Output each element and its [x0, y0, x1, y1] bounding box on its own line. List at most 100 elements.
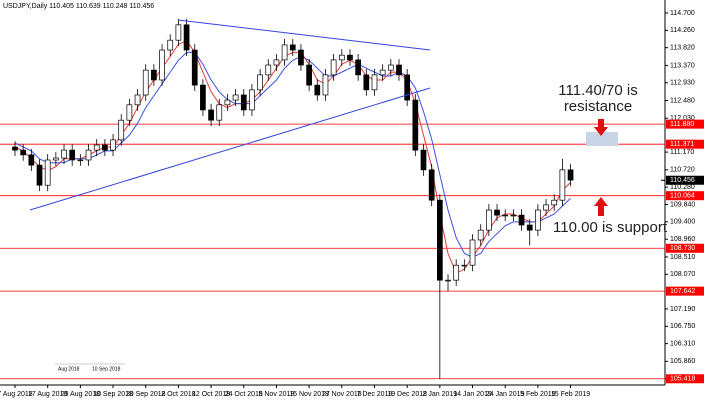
- y-tick-label: 112.480: [670, 97, 695, 104]
- candle-body: [526, 224, 533, 231]
- candle-body: [265, 64, 272, 76]
- x-tick-label: 24 Oct 2018: [225, 391, 263, 398]
- y-tick-label: 110.280: [670, 184, 695, 191]
- candle-body: [110, 139, 116, 151]
- x-tick-label: 14 Jan 2019: [453, 391, 492, 398]
- candle-body: [93, 144, 100, 151]
- candle-body: [289, 44, 296, 51]
- candle-body: [134, 94, 141, 106]
- candle-body: [461, 264, 468, 267]
- level-tag: [666, 374, 704, 384]
- level-tag: [666, 243, 704, 253]
- candle-body: [436, 199, 443, 281]
- candle-body: [387, 64, 394, 71]
- candle-body: [200, 84, 206, 111]
- x-tick-label: 17 Aug 2018: [28, 391, 67, 398]
- x-tick-label: 10 Sep 2018: [93, 391, 133, 398]
- up-arrow: [594, 197, 608, 216]
- candle-body: [477, 229, 484, 241]
- level-label: 110.064: [670, 193, 695, 200]
- candle-body: [486, 209, 492, 231]
- candle-body: [559, 169, 566, 201]
- candle-body: [363, 74, 370, 91]
- annotation: 110.00 is support: [553, 219, 668, 236]
- trendline: [177, 19, 431, 51]
- y-tick-label: 111.170: [670, 149, 694, 156]
- candle-body: [118, 119, 125, 141]
- x-tick-label: 5 Feb 2019: [520, 391, 556, 398]
- y-tick-label: 110.720: [670, 167, 695, 174]
- candle-body: [12, 146, 18, 151]
- candle-body: [396, 64, 402, 76]
- candle-body: [44, 159, 51, 186]
- x-tick-label: 29 Aug 2018: [61, 391, 100, 398]
- candle-body: [257, 74, 263, 91]
- y-tick-label: 108.070: [670, 271, 695, 278]
- candle-body: [494, 209, 500, 216]
- annotation: 111.40/70 is: [558, 82, 638, 99]
- x-tick-label: 2 Jan 2019: [423, 391, 458, 398]
- candle-body: [518, 214, 525, 226]
- candle-body: [469, 239, 476, 266]
- candle-body: [420, 149, 427, 171]
- y-tick-label: 106.750: [670, 323, 695, 330]
- candle-body: [191, 49, 198, 86]
- y-tick-label: 109.840: [670, 201, 695, 208]
- level-tag: [666, 139, 704, 149]
- candle-body: [281, 44, 288, 61]
- candle-body: [69, 149, 76, 161]
- candle-body: [52, 157, 59, 161]
- candle-body: [355, 59, 361, 76]
- level-tag: [666, 286, 704, 296]
- y-tick-label: 108.960: [670, 236, 695, 243]
- candle-body: [298, 49, 304, 66]
- y-tick-label: 107.190: [670, 306, 695, 313]
- moving-average: [14, 51, 571, 258]
- candle-body: [330, 59, 337, 76]
- level-label: 111.371: [670, 141, 694, 148]
- x-tick-label: 20 Sep 2018: [126, 391, 166, 398]
- candle-body: [240, 94, 247, 111]
- candle-body: [151, 69, 157, 81]
- down-arrow: [594, 119, 608, 136]
- level-tag: [666, 191, 704, 201]
- x-tick-label: 24 Jan 2019: [486, 391, 525, 398]
- mini-label: Aug 2018: [58, 366, 80, 372]
- candle-body: [502, 214, 509, 217]
- resistance-zone: [586, 132, 618, 146]
- candle-body: [510, 214, 517, 217]
- candle-body: [314, 84, 321, 96]
- annotation: resistance: [564, 98, 632, 115]
- candle-body: [28, 154, 35, 166]
- x-tick-label: 7 Aug 2018: [0, 391, 33, 398]
- x-tick-label: 27 Nov 2018: [322, 391, 362, 398]
- candle-body: [126, 104, 133, 121]
- y-tick-label: 114.260: [670, 27, 695, 34]
- last-price-tag: [666, 175, 704, 185]
- candle-body: [371, 74, 378, 91]
- candle-body: [445, 279, 451, 282]
- x-tick-label: 19 Dec 2018: [387, 391, 427, 398]
- candle-body: [567, 169, 574, 181]
- y-tick-label: 114.700: [670, 10, 695, 17]
- x-tick-label: 15 Nov 2018: [289, 391, 329, 398]
- y-tick-label: 109.400: [670, 219, 695, 226]
- y-tick-label: 112.030: [670, 115, 695, 122]
- candle-body: [347, 54, 353, 61]
- candle-body: [379, 69, 386, 76]
- candle-body: [36, 164, 43, 186]
- candle-body: [551, 199, 558, 206]
- level-tag: [666, 119, 704, 129]
- x-tick-label: 5 Nov 2018: [259, 391, 295, 398]
- y-tick-label: 113.820: [670, 45, 695, 52]
- candle-body: [175, 24, 182, 41]
- x-tick-label: 12 Oct 2018: [192, 391, 230, 398]
- candle-body: [232, 94, 239, 101]
- candle-body: [453, 264, 460, 281]
- candle-body: [85, 149, 92, 161]
- x-tick-label: 15 Feb 2019: [551, 391, 590, 398]
- candle-body: [159, 49, 165, 81]
- level-label: 108.730: [670, 245, 695, 252]
